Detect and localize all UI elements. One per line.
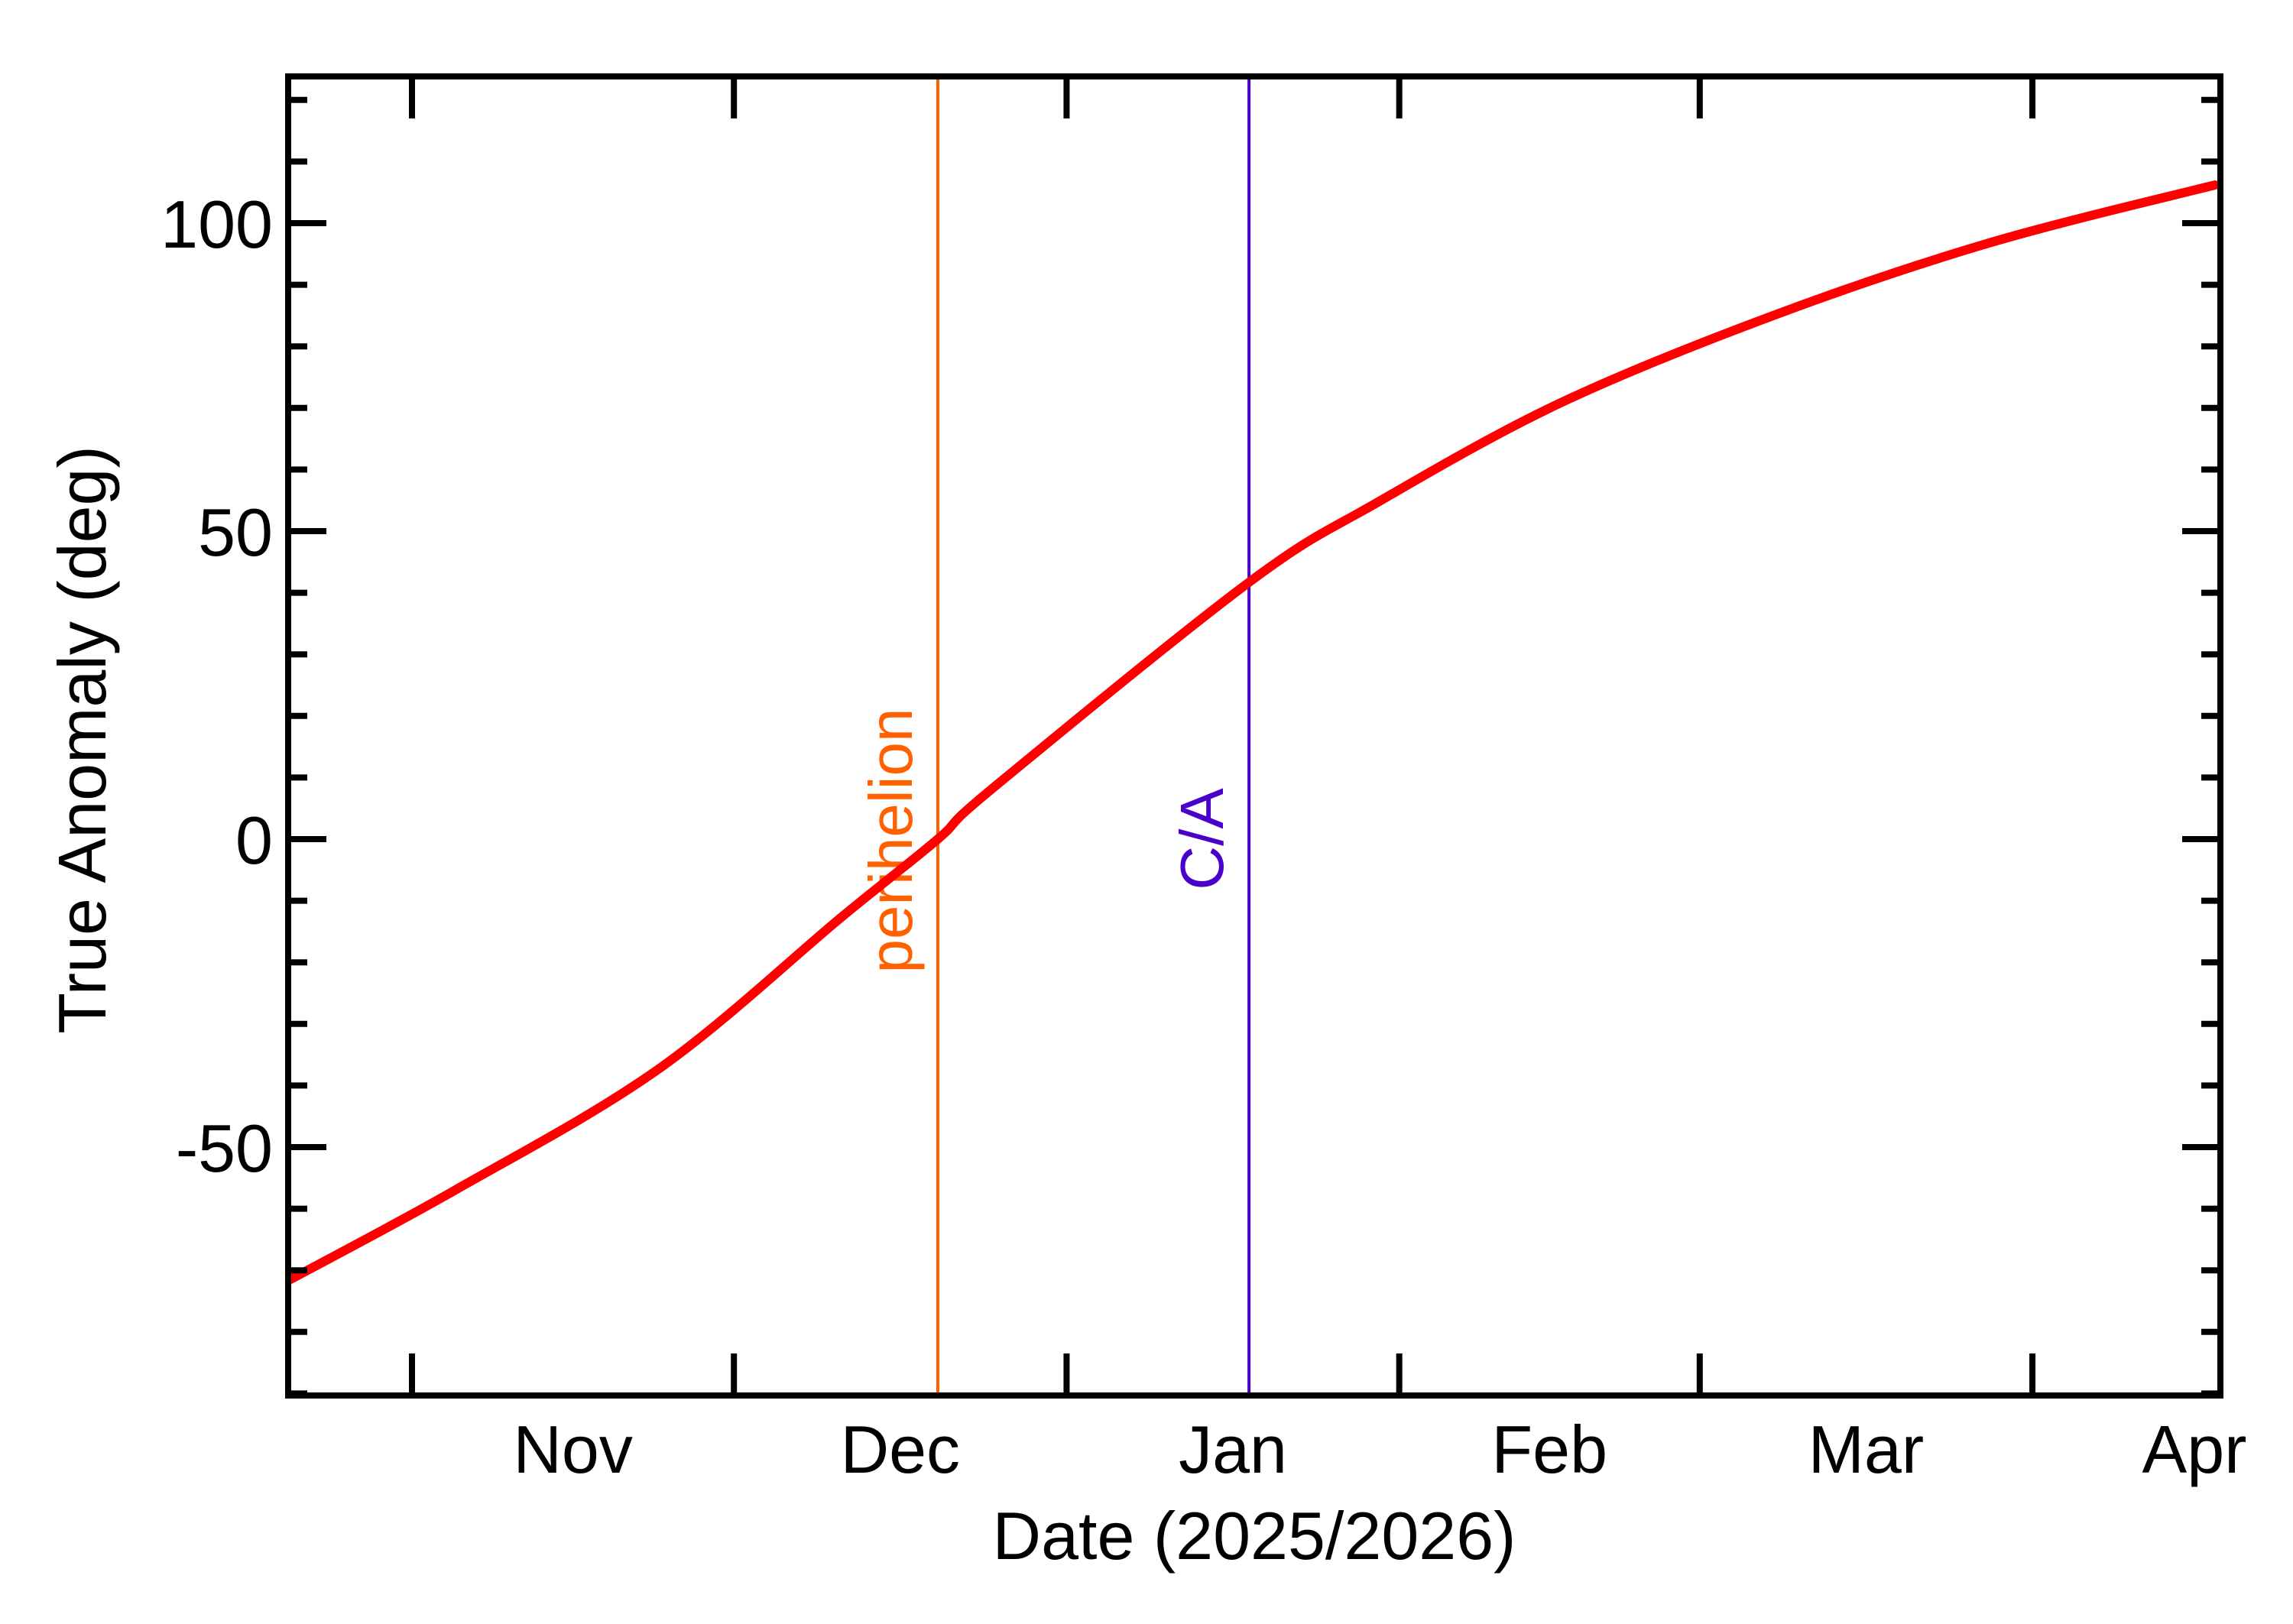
closest-approach-label: C/A: [1168, 788, 1236, 890]
y-tick-label: 100: [161, 186, 273, 262]
y-tick-label: 50: [198, 494, 273, 570]
x-tick-label: Nov: [513, 1412, 633, 1487]
event-markers: perihelion C/A: [857, 76, 1251, 1395]
x-axis-title: Date (2025/2026): [993, 1498, 1516, 1574]
perihelion-label: perihelion: [857, 708, 925, 974]
y-tick-label: -50: [176, 1110, 273, 1186]
true-anomaly-line: [288, 180, 2220, 1286]
axis-ticks: [288, 76, 2220, 1397]
y-tick-labels: -50 0 50 100: [161, 186, 273, 1186]
y-tick-label: 0: [235, 802, 273, 878]
true-anomaly-curve: [288, 180, 2220, 1286]
x-tick-label: Dec: [841, 1412, 961, 1487]
x-tick-label: Mar: [1808, 1412, 1925, 1487]
x-tick-labels: Nov Dec Jan Feb Mar Apr: [513, 1412, 2246, 1487]
x-tick-label: Jan: [1179, 1412, 1287, 1487]
x-tick-label: Apr: [2142, 1412, 2247, 1487]
y-axis-title: True Anomaly (deg): [44, 446, 120, 1034]
plot-frame: [285, 73, 2223, 1399]
x-tick-label: Feb: [1491, 1412, 1607, 1487]
